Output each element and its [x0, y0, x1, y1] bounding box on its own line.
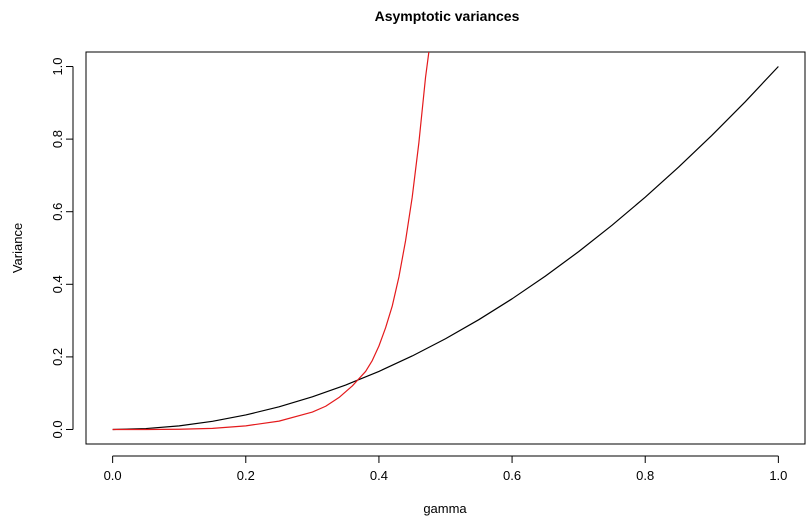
- x-tick-label: 0.8: [636, 468, 654, 483]
- series-line-black: [112, 66, 779, 431]
- series-layer: [112, 52, 779, 431]
- chart-title: Asymptotic variances: [375, 8, 520, 24]
- y-tick-label: 0.6: [50, 203, 65, 221]
- plot-frame: [85, 51, 806, 445]
- y-tick-label: 0.0: [50, 420, 65, 438]
- y-tick-label: 0.4: [50, 275, 65, 293]
- x-tick-label: 0.2: [237, 468, 255, 483]
- x-tick-label: 0.6: [503, 468, 521, 483]
- x-tick-label: 1.0: [769, 468, 787, 483]
- x-tick-label: 0.0: [104, 468, 122, 483]
- x-axis: 0.0 0.2 0.4 0.6 0.8 1.0: [104, 455, 787, 483]
- y-axis-label: Variance: [10, 223, 25, 273]
- y-tick-label: 1.0: [50, 57, 65, 75]
- x-axis-label: gamma: [423, 501, 467, 516]
- x-tick-label: 0.4: [370, 468, 388, 483]
- y-axis: 0.0 0.2 0.4 0.6 0.8 1.0: [50, 57, 74, 439]
- series-line-red: [112, 52, 430, 431]
- y-tick-label: 0.8: [50, 130, 65, 148]
- y-tick-label: 0.2: [50, 348, 65, 366]
